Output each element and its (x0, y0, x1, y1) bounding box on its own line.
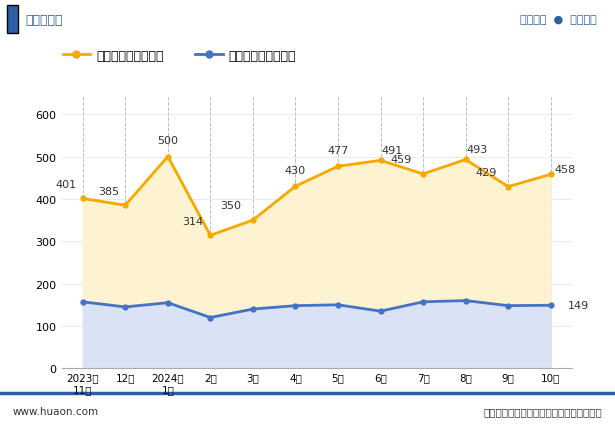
Text: 149: 149 (568, 300, 589, 311)
Text: 专业严谨  ●  客观科学: 专业严谨 ● 客观科学 (520, 15, 597, 25)
Text: 314: 314 (182, 216, 203, 226)
Text: 459: 459 (391, 155, 411, 165)
Text: 491: 491 (381, 145, 402, 155)
Text: 350: 350 (220, 201, 241, 211)
FancyBboxPatch shape (7, 6, 18, 35)
Legend: 出口总额（亿美元）, 进口总额（亿美元）: 出口总额（亿美元）, 进口总额（亿美元） (58, 45, 301, 68)
Text: www.huaon.com: www.huaon.com (12, 406, 98, 416)
Text: 493: 493 (466, 144, 487, 155)
Text: 458: 458 (554, 165, 575, 175)
Text: 2023-2024年浙江省(境内目的地/货源地)进、出口额: 2023-2024年浙江省(境内目的地/货源地)进、出口额 (156, 54, 459, 72)
Text: 430: 430 (285, 166, 306, 176)
Text: 401: 401 (55, 179, 77, 189)
Text: 385: 385 (98, 186, 119, 196)
Text: 477: 477 (327, 146, 349, 156)
Text: 500: 500 (157, 136, 178, 146)
Text: 华经情报网: 华经情报网 (26, 14, 63, 27)
Text: 数据来源：中国海关，华经产业研究院整理: 数据来源：中国海关，华经产业研究院整理 (484, 406, 603, 416)
Text: 429: 429 (475, 167, 496, 178)
